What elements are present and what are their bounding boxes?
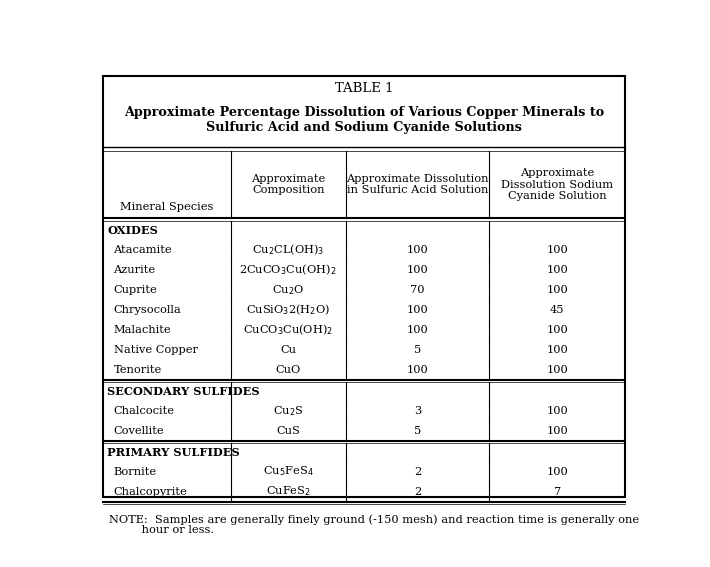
- Text: 2CuCO$_3$Cu(OH)$_2$: 2CuCO$_3$Cu(OH)$_2$: [239, 263, 337, 277]
- Text: 100: 100: [407, 305, 428, 315]
- Text: SECONDARY SULFIDES: SECONDARY SULFIDES: [107, 386, 260, 397]
- Text: Approximate
Composition: Approximate Composition: [251, 174, 325, 196]
- Text: 2: 2: [414, 486, 421, 497]
- Text: Bornite: Bornite: [114, 467, 157, 476]
- Text: 100: 100: [407, 325, 428, 335]
- Text: PRIMARY SULFIDES: PRIMARY SULFIDES: [107, 447, 240, 458]
- Text: 5: 5: [414, 426, 421, 435]
- Text: Cuprite: Cuprite: [114, 285, 158, 295]
- Text: 3: 3: [414, 406, 421, 416]
- Text: 100: 100: [546, 345, 568, 355]
- Text: NOTE:  Samples are generally finely ground (-150 mesh) and reaction time is gene: NOTE: Samples are generally finely groun…: [109, 515, 639, 525]
- Text: CuSiO$_3$2(H$_2$O): CuSiO$_3$2(H$_2$O): [246, 303, 330, 317]
- Text: Native Copper: Native Copper: [114, 345, 197, 355]
- Text: 100: 100: [407, 245, 428, 255]
- Text: Approximate
Dissolution Sodium
Cyanide Solution: Approximate Dissolution Sodium Cyanide S…: [501, 168, 613, 201]
- Text: Mineral Species: Mineral Species: [120, 202, 214, 212]
- Text: hour or less.: hour or less.: [109, 526, 214, 535]
- Text: OXIDES: OXIDES: [107, 225, 158, 236]
- Text: Approximate Dissolution
in Sulfuric Acid Solution: Approximate Dissolution in Sulfuric Acid…: [346, 174, 488, 196]
- Text: 100: 100: [407, 365, 428, 375]
- Text: TABLE 1: TABLE 1: [334, 82, 393, 95]
- Text: CuS: CuS: [276, 426, 300, 435]
- Text: Cu$_2$CL(OH)$_3$: Cu$_2$CL(OH)$_3$: [252, 243, 324, 257]
- Text: 100: 100: [546, 245, 568, 255]
- Text: CuCO$_3$Cu(OH)$_2$: CuCO$_3$Cu(OH)$_2$: [243, 323, 333, 337]
- Text: Covellite: Covellite: [114, 426, 164, 435]
- Text: 70: 70: [410, 285, 425, 295]
- Text: 100: 100: [546, 467, 568, 476]
- Text: 100: 100: [546, 406, 568, 416]
- Text: Approximate Percentage Dissolution of Various Copper Minerals to
Sulfuric Acid a: Approximate Percentage Dissolution of Va…: [124, 107, 604, 134]
- Text: 100: 100: [546, 285, 568, 295]
- Text: 100: 100: [546, 426, 568, 435]
- Text: CuO: CuO: [275, 365, 301, 375]
- Text: Cu: Cu: [280, 345, 296, 355]
- Text: 100: 100: [546, 265, 568, 275]
- Text: Cu$_2$O: Cu$_2$O: [272, 283, 304, 297]
- Text: Chrysocolla: Chrysocolla: [114, 305, 181, 315]
- Text: Azurite: Azurite: [114, 265, 155, 275]
- Text: 100: 100: [407, 265, 428, 275]
- Text: Malachite: Malachite: [114, 325, 171, 335]
- Text: 100: 100: [546, 365, 568, 375]
- Text: 2: 2: [414, 467, 421, 476]
- Text: Chalcopyrite: Chalcopyrite: [114, 486, 187, 497]
- Text: 100: 100: [546, 325, 568, 335]
- Text: Cu$_5$FeS$_4$: Cu$_5$FeS$_4$: [263, 464, 313, 479]
- Text: Tenorite: Tenorite: [114, 365, 162, 375]
- Text: 5: 5: [414, 345, 421, 355]
- Text: 45: 45: [550, 305, 564, 315]
- Text: CuFeS$_2$: CuFeS$_2$: [266, 485, 310, 498]
- Text: 7: 7: [554, 486, 561, 497]
- Text: Cu$_2$S: Cu$_2$S: [273, 404, 303, 417]
- Text: Chalcocite: Chalcocite: [114, 406, 175, 416]
- Text: Atacamite: Atacamite: [114, 245, 173, 255]
